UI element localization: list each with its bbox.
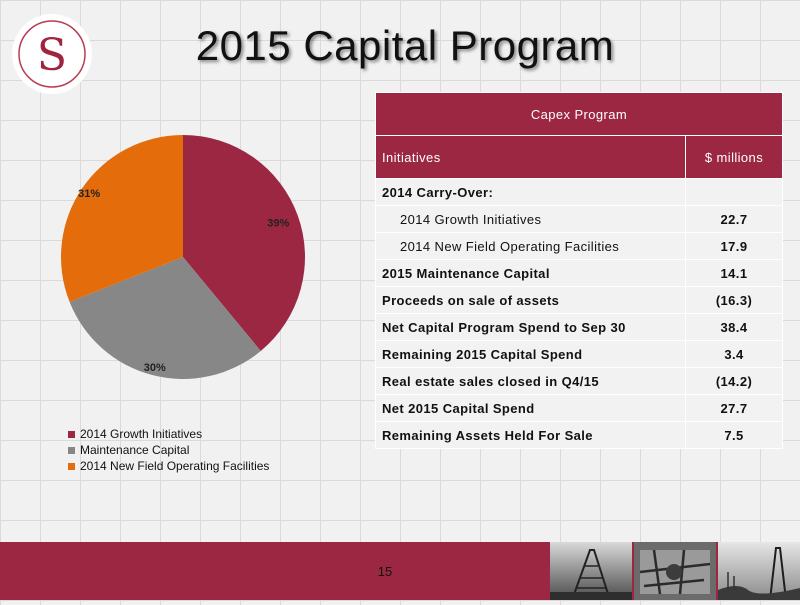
legend-item: 2014 Growth Initiatives xyxy=(68,426,269,442)
legend-label: 2014 Growth Initiatives xyxy=(80,427,203,441)
oil-rig-photo xyxy=(550,542,632,601)
row-value: 14.1 xyxy=(685,259,783,287)
footer-photo-strip xyxy=(548,542,800,601)
svg-text:S: S xyxy=(37,30,67,81)
row-value: 7.5 xyxy=(685,421,783,449)
company-logo: S xyxy=(10,12,94,96)
row-label: 2014 New Field Operating Facilities xyxy=(375,232,686,260)
footer-bar: 15 xyxy=(0,542,800,601)
pie-data-label: 39% xyxy=(267,218,289,230)
capex-table: Capex Program Initiatives $ millions 201… xyxy=(375,92,783,449)
pipeline-equipment-photo xyxy=(634,542,716,600)
row-label: 2015 Maintenance Capital xyxy=(375,259,686,287)
table-row: Proceeds on sale of assets (16.3) xyxy=(375,286,783,314)
pie-chart: 39% 30% 31% xyxy=(40,120,340,410)
pie-slice-2014-new-field-operating-facilities xyxy=(60,135,183,302)
table-row: 2014 Growth Initiatives 22.7 xyxy=(375,205,783,233)
row-value xyxy=(685,178,783,206)
row-value: 38.4 xyxy=(685,313,783,341)
row-label: Remaining Assets Held For Sale xyxy=(375,421,686,449)
row-label: Remaining 2015 Capital Spend xyxy=(375,340,686,368)
table-title: Capex Program xyxy=(375,92,783,136)
column-header-initiatives: Initiatives xyxy=(375,135,686,179)
table-header-row: Initiatives $ millions xyxy=(375,135,783,179)
legend-swatch-growth xyxy=(68,430,75,438)
row-label: Proceeds on sale of assets xyxy=(375,286,686,314)
pie-data-label: 31% xyxy=(78,188,100,200)
table-row: 2014 Carry-Over: xyxy=(375,178,783,206)
legend-label: Maintenance Capital xyxy=(80,443,190,457)
legend-item: 2014 New Field Operating Facilities xyxy=(68,458,269,474)
column-header-millions: $ millions xyxy=(685,135,783,179)
row-label: Net Capital Program Spend to Sep 30 xyxy=(375,313,686,341)
table-row: Real estate sales closed in Q4/15 (14.2) xyxy=(375,367,783,395)
row-value: 22.7 xyxy=(685,205,783,233)
drilling-rig-photo xyxy=(718,542,800,601)
pie-slice-maintenance-capital xyxy=(69,257,261,379)
row-value: 17.9 xyxy=(685,232,783,260)
row-value: (16.3) xyxy=(685,286,783,314)
row-label: 2014 Carry-Over: xyxy=(375,178,686,206)
pie-data-label: 30% xyxy=(144,362,166,374)
row-value: (14.2) xyxy=(685,367,783,395)
legend-item: Maintenance Capital xyxy=(68,442,269,458)
row-label: 2014 Growth Initiatives xyxy=(375,205,686,233)
table-title-row: Capex Program xyxy=(375,92,783,136)
slide-title: 2015 Capital Program xyxy=(195,22,615,69)
row-value: 3.4 xyxy=(685,340,783,368)
table-row: Net Capital Program Spend to Sep 30 38.4 xyxy=(375,313,783,341)
table-row: Remaining 2015 Capital Spend 3.4 xyxy=(375,340,783,368)
row-value: 27.7 xyxy=(685,394,783,422)
row-label: Real estate sales closed in Q4/15 xyxy=(375,367,686,395)
legend-swatch-maintenance xyxy=(68,446,75,454)
table-row: Net 2015 Capital Spend 27.7 xyxy=(375,394,783,422)
table-row: 2014 New Field Operating Facilities 17.9 xyxy=(375,232,783,260)
page-number: 15 xyxy=(377,564,393,579)
legend-label: 2014 New Field Operating Facilities xyxy=(80,459,270,473)
legend-swatch-facilities xyxy=(68,462,75,470)
row-label: Net 2015 Capital Spend xyxy=(375,394,686,422)
table-row: Remaining Assets Held For Sale 7.5 xyxy=(375,421,783,449)
pie-slice-2014-growth-initiatives xyxy=(183,135,305,352)
chart-legend: 2014 Growth Initiatives Maintenance Capi… xyxy=(68,426,269,474)
table-row: 2015 Maintenance Capital 14.1 xyxy=(375,259,783,287)
